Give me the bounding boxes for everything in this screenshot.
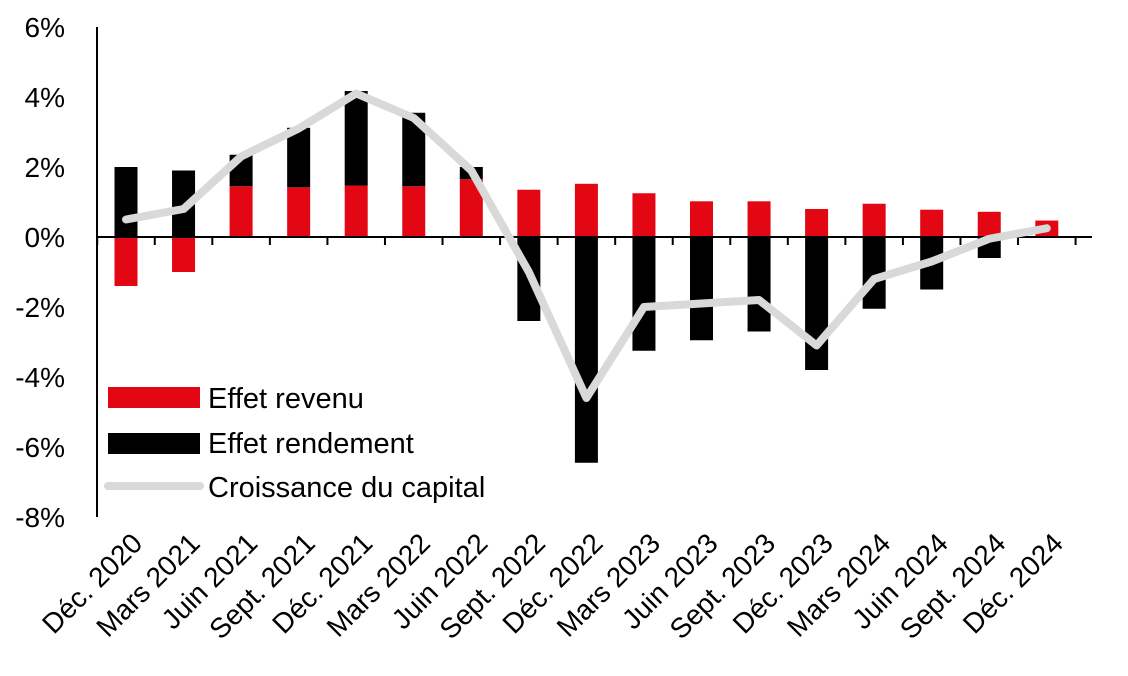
y-tick-label: -4% [15, 362, 65, 393]
bar-effet-rendement-dec-2023 [805, 237, 829, 370]
legend-swatch-effet-rendement [108, 433, 200, 454]
y-tick-label: 0% [25, 222, 65, 253]
bar-effet-rendement-mars-2023 [632, 237, 656, 351]
y-tick-label: -6% [15, 432, 65, 463]
bar-effet-rendement-juin-2023 [690, 237, 713, 341]
y-tick-label: -2% [15, 292, 65, 323]
y-tick-label: 4% [25, 82, 65, 113]
bar-effet-rendement-dec-2022 [574, 237, 598, 463]
y-tick-label: -8% [15, 502, 65, 533]
bar-effet-revenu-mars-2021 [172, 237, 196, 272]
bar-effet-rendement-dec-2020 [114, 167, 138, 237]
line-layer [122, 89, 1051, 402]
bar-effet-revenu-mars-2024 [862, 203, 886, 237]
bar-effet-rendement-mars-2022 [402, 112, 426, 187]
y-tick-label: 2% [25, 152, 65, 183]
bar-effet-rendement-sept-2023 [747, 237, 771, 332]
bar-effet-rendement-sept-2021 [287, 127, 311, 188]
legend-label-effet-revenu: Effet revenu [208, 383, 364, 415]
bar-effet-revenu-sept-2022 [517, 189, 541, 237]
bar-effet-revenu-dec-2023 [805, 209, 829, 237]
bar-effet-revenu-dec-2021 [344, 185, 368, 237]
bar-effet-revenu-dec-2020 [114, 237, 138, 286]
line-croissance-du-capital [122, 89, 1051, 402]
bar-effet-revenu-mars-2023 [632, 193, 656, 237]
legend: Effet revenu Effet rendement Croissance … [104, 383, 485, 504]
bar-effet-revenu-dec-2022 [574, 183, 598, 237]
bar-effet-revenu-juin-2024 [920, 209, 944, 237]
y-tick-label: 6% [25, 12, 65, 43]
bar-effet-revenu-sept-2024 [977, 211, 1001, 237]
bar-effet-revenu-sept-2023 [747, 201, 771, 237]
bar-effet-revenu-juin-2023 [690, 201, 713, 237]
bar-effet-revenu-sept-2021 [287, 187, 311, 237]
bar-effet-rendement-dec-2021 [344, 91, 368, 186]
legend-label-croissance-du-capital: Croissance du capital [208, 472, 485, 504]
legend-swatch-effet-revenu [108, 387, 200, 408]
bar-effet-revenu-mars-2022 [402, 186, 426, 237]
legend-label-effet-rendement: Effet rendement [208, 428, 414, 460]
bar-effet-revenu-juin-2022 [459, 179, 483, 237]
bar-effet-revenu-juin-2021 [229, 186, 253, 237]
